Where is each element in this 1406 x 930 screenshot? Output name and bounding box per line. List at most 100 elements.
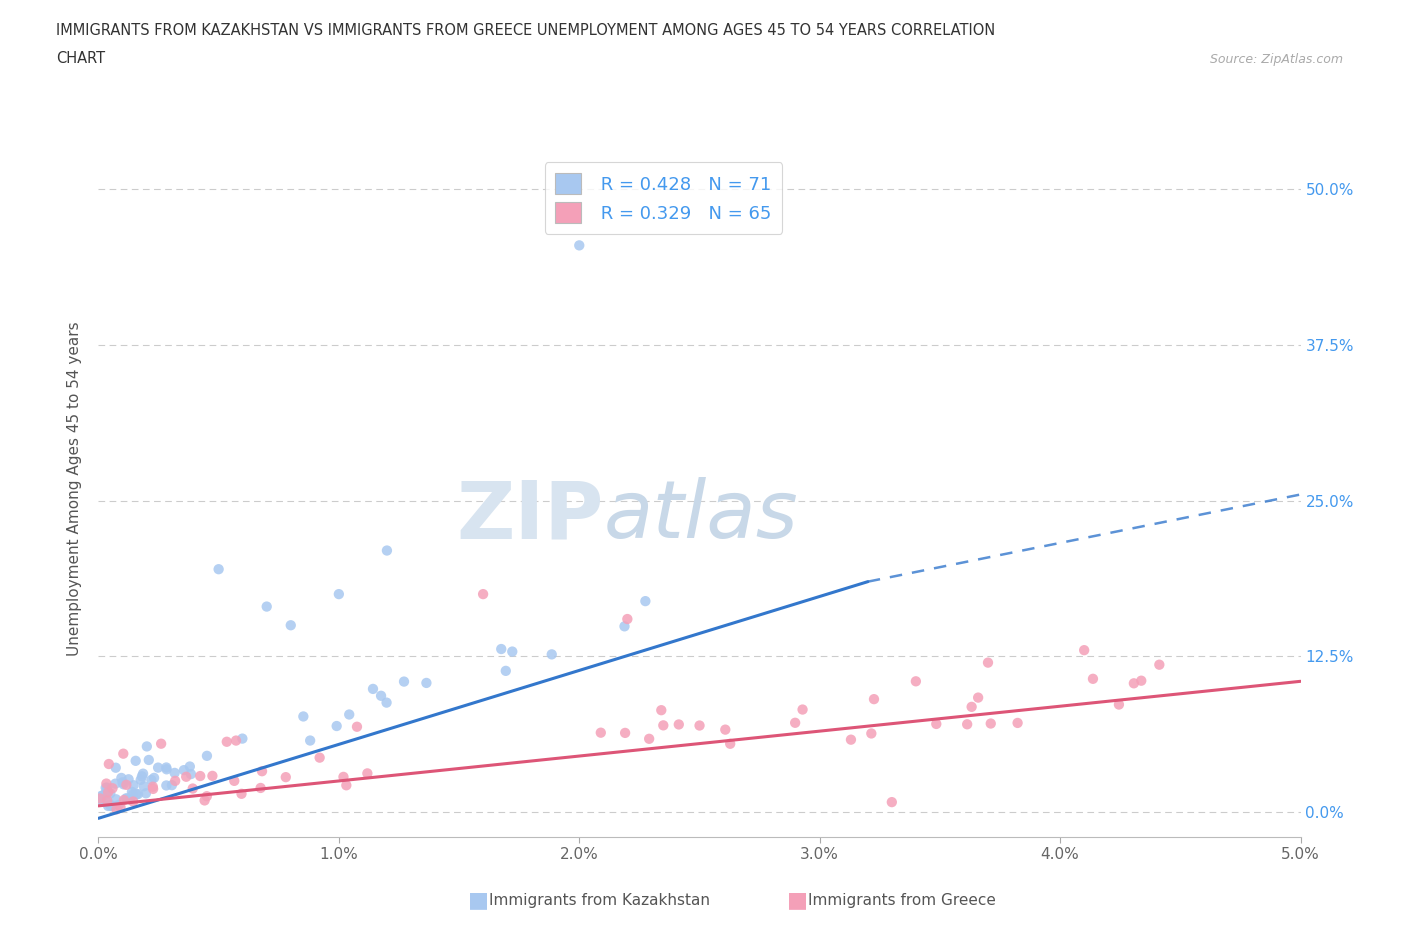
Point — [337, 707, 360, 722]
Point — [98, 786, 121, 801]
Point — [156, 762, 179, 777]
Point — [568, 238, 591, 253]
Text: ■: ■ — [468, 890, 489, 910]
Point — [127, 787, 149, 802]
Point — [1130, 673, 1153, 688]
Point — [472, 587, 495, 602]
Legend:  R = 0.428   N = 71,  R = 0.329   N = 65: R = 0.428 N = 71, R = 0.329 N = 65 — [544, 163, 782, 234]
Point — [107, 798, 129, 813]
Point — [135, 739, 157, 754]
Point — [163, 765, 186, 780]
Point — [195, 749, 218, 764]
Point — [105, 791, 128, 806]
Point — [115, 790, 138, 805]
Point — [129, 773, 152, 788]
Point — [90, 789, 112, 804]
Point — [96, 777, 118, 791]
Point — [785, 715, 807, 730]
Point — [94, 780, 117, 795]
Point — [143, 770, 166, 785]
Point — [188, 768, 211, 783]
Point — [89, 791, 111, 806]
Point — [100, 799, 122, 814]
Point — [650, 703, 672, 718]
Text: IMMIGRANTS FROM KAZAKHSTAN VS IMMIGRANTS FROM GREECE UNEMPLOYMENT AMONG AGES 45 : IMMIGRANTS FROM KAZAKHSTAN VS IMMIGRANTS… — [56, 23, 995, 38]
Point — [118, 792, 141, 807]
Point — [160, 777, 183, 792]
Point — [325, 719, 347, 734]
Point — [977, 656, 1000, 671]
Point — [589, 725, 612, 740]
Point — [131, 769, 153, 784]
Text: Immigrants from Greece: Immigrants from Greece — [808, 893, 997, 908]
Point — [616, 612, 638, 627]
Point — [97, 784, 120, 799]
Y-axis label: Unemployment Among Ages 45 to 54 years: Unemployment Among Ages 45 to 54 years — [67, 321, 83, 656]
Point — [115, 791, 138, 806]
Point — [142, 781, 165, 796]
Point — [501, 644, 523, 659]
Point — [105, 802, 128, 817]
Point — [125, 787, 148, 802]
Point — [180, 766, 202, 781]
Point — [392, 674, 415, 689]
Text: ■: ■ — [787, 890, 808, 910]
Point — [91, 788, 114, 803]
Text: CHART: CHART — [56, 51, 105, 66]
Point — [165, 774, 187, 789]
Point — [173, 763, 195, 777]
Point — [491, 642, 513, 657]
Point — [415, 675, 437, 690]
Point — [1108, 698, 1130, 712]
Point — [104, 777, 127, 791]
Point — [956, 717, 979, 732]
Point — [215, 735, 238, 750]
Point — [792, 702, 814, 717]
Text: atlas: atlas — [603, 477, 799, 555]
Point — [112, 777, 135, 791]
Point — [121, 785, 143, 800]
Point — [150, 737, 173, 751]
Point — [111, 775, 134, 790]
Point — [100, 798, 122, 813]
Point — [904, 674, 927, 689]
Point — [292, 709, 315, 724]
Point — [356, 766, 378, 781]
Point — [132, 766, 155, 781]
Point — [155, 778, 177, 793]
Point — [115, 777, 138, 792]
Point — [224, 774, 246, 789]
Text: ZIP: ZIP — [456, 477, 603, 555]
Point — [141, 773, 163, 788]
Point — [714, 723, 737, 737]
Point — [689, 718, 711, 733]
Point — [138, 752, 160, 767]
Point — [335, 777, 357, 792]
Point — [652, 718, 675, 733]
Point — [1149, 658, 1171, 672]
Point — [249, 780, 271, 795]
Point — [195, 789, 218, 804]
Point — [495, 663, 517, 678]
Point — [89, 794, 111, 809]
Point — [98, 798, 121, 813]
Point — [960, 699, 983, 714]
Point — [299, 733, 322, 748]
Point — [1073, 643, 1095, 658]
Point — [1007, 715, 1029, 730]
Point — [967, 690, 990, 705]
Point — [274, 770, 297, 785]
Point — [201, 768, 224, 783]
Point — [146, 760, 169, 775]
Point — [121, 788, 143, 803]
Point — [110, 800, 132, 815]
Point — [280, 618, 302, 632]
Point — [540, 647, 562, 662]
Point — [142, 779, 165, 794]
Point — [370, 688, 392, 703]
Point — [122, 794, 145, 809]
Point — [638, 731, 661, 746]
Point — [181, 781, 204, 796]
Point — [155, 760, 177, 775]
Point — [308, 751, 330, 765]
